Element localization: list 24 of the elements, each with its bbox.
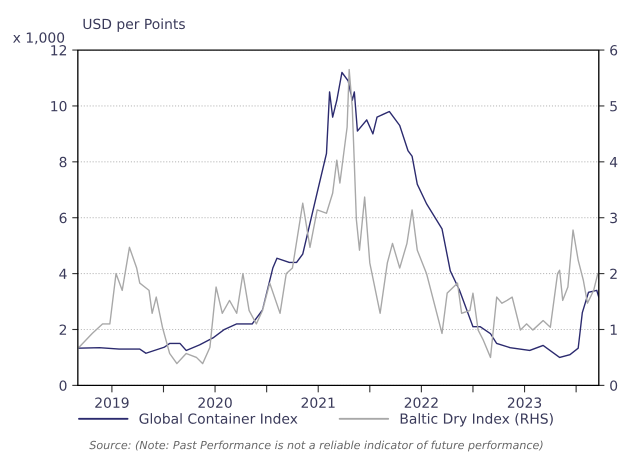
y-tick-label: 12 <box>51 45 66 56</box>
y2-tick-label: 2 <box>610 268 617 279</box>
y2-tick-label: 0 <box>610 380 618 391</box>
chart-subtitle: USD per Points <box>83 18 185 32</box>
y2-tick-label: 5 <box>610 101 617 112</box>
y-tick-label: 10 <box>51 100 67 112</box>
y2-tick-label: 3 <box>610 212 617 224</box>
legend-label: Global Container Index <box>139 413 298 424</box>
y-tick-label: 2 <box>60 324 66 335</box>
x-tick-label: 2020 <box>198 397 232 408</box>
x-tick-label: 2023 <box>508 397 542 408</box>
x-tick-label: 2021 <box>302 397 335 408</box>
y-tick-label: 0 <box>60 380 67 391</box>
y2-tick-label: 1 <box>610 324 617 335</box>
y-axis-title: x 1,000 <box>13 32 64 44</box>
x-tick-label: 2022 <box>404 397 438 408</box>
source-note: Source: (Note: Past Performance is not a reliable indicator of future performance) <box>89 440 543 452</box>
y-tick-label: 6 <box>60 212 67 224</box>
x-tick-label: 2019 <box>95 397 129 408</box>
y2-tick-label: 6 <box>610 45 618 56</box>
y2-tick-label: 4 <box>610 156 618 168</box>
y-tick-label: 8 <box>60 156 66 168</box>
legend-label: Baltic Dry Index (RHS) <box>400 413 553 427</box>
y-tick-label: 4 <box>59 268 67 279</box>
